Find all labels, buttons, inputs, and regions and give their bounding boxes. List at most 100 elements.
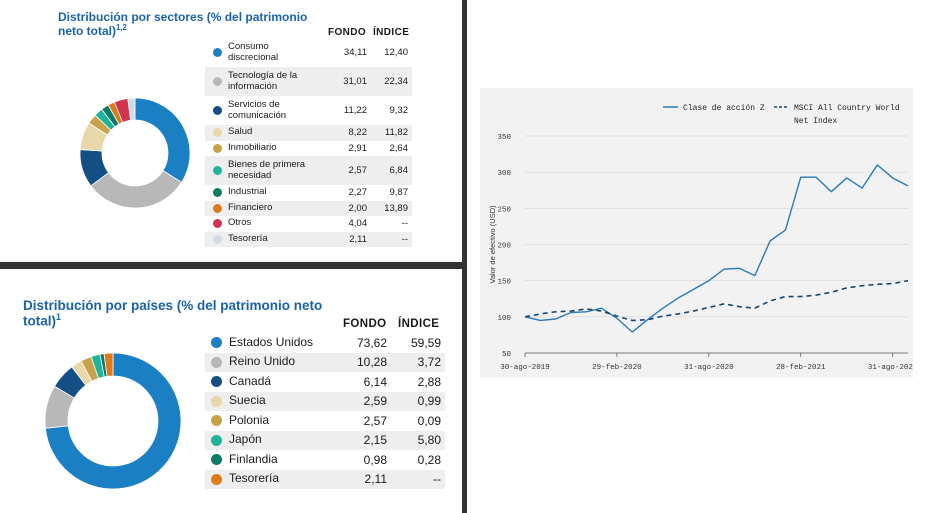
country-label-line: Estados Unidos	[229, 334, 314, 349]
series-line-clase-de-accion-z	[524, 164, 909, 333]
sector-label-line: necesidad	[228, 169, 272, 181]
sector-indice-value: 13,89	[384, 202, 408, 214]
sectors-title-line1: Distribución por sectores (% del patrimo…	[58, 10, 308, 24]
sector-label-line: Financiero	[228, 201, 273, 213]
country-label-line: Canadá	[229, 373, 272, 388]
sector-label-line: Otros	[228, 217, 252, 229]
sector-label: Industrial	[228, 186, 333, 198]
sector-donut-chart	[79, 97, 191, 209]
sector-legend-swatch	[213, 219, 222, 229]
sector-slice-tecnologia-de-la-informacion	[90, 170, 183, 209]
country-label: Japón	[229, 433, 262, 447]
sectors-title-footnote: 1,2	[116, 22, 127, 32]
country-label-line: Tesorería	[229, 471, 280, 486]
country-indice-value: 2,88	[417, 374, 441, 389]
sector-label-line: Bienes de primera	[228, 158, 306, 170]
country-label: Tesorería	[229, 472, 279, 486]
sector-indice-value: 6,84	[389, 165, 409, 176]
countries-title-footnote: 1	[56, 312, 61, 323]
country-fondo-value: 73,62	[356, 335, 387, 350]
sector-label-line: comunicación	[228, 109, 287, 121]
sector-label-line: información	[228, 80, 278, 92]
country-legend-swatch	[211, 356, 222, 368]
sector-row-tesoreria: Tesorería 2,11 --	[205, 231, 412, 247]
sector-legend-swatch	[213, 77, 222, 86]
sector-label-line: discrecional	[228, 51, 279, 63]
sector-fondo-value: 2,91	[348, 142, 368, 154]
country-fondo-value: 0,98	[363, 452, 387, 467]
sector-row-financiero: Financiero 2,00 13,89	[205, 200, 412, 216]
sector-fondo-value: 2,27	[348, 187, 368, 199]
country-slice-tesoreria	[103, 352, 114, 377]
y-tick-label: 250	[497, 206, 511, 214]
sector-legend-swatch	[213, 48, 222, 57]
countries-title-line2: total)	[23, 313, 56, 329]
country-label: Suecia	[229, 394, 266, 408]
country-legend-swatch	[211, 395, 222, 407]
legend-label: Clase de acción Z	[683, 104, 765, 113]
sector-label: Financiero	[228, 201, 333, 214]
country-row-canada: Canadá 6,14 2,88	[205, 372, 445, 392]
line-chart-panel: 50 100 150 200 250 300 350 30-ago-2019 29-feb-20…	[480, 88, 913, 378]
sector-label: Bienes de primera necesidad	[228, 158, 333, 182]
country-row-japon: Japón 2,15 5,80	[205, 430, 445, 450]
horizontal-divider	[0, 262, 462, 269]
country-fondo-value: 2,57	[363, 413, 387, 428]
country-legend-swatch	[211, 454, 222, 466]
y-tick-label: 100	[497, 315, 511, 323]
sector-fondo-value: 11,22	[343, 105, 367, 116]
sector-label: Tecnología de la información	[228, 69, 333, 93]
y-tick-label: 350	[497, 134, 511, 142]
sector-indice-value: 11,82	[384, 127, 408, 139]
country-label-line: Polonia	[229, 412, 270, 427]
y-tick-label: 150	[497, 279, 511, 287]
country-legend-swatch	[211, 337, 222, 349]
country-row-tesoreria: Tesorería 2,11 --	[205, 469, 445, 489]
sector-slice-consumo-discrecional	[134, 97, 191, 183]
country-row-reino-unido: Reino Unido 10,28 3,72	[205, 352, 445, 372]
sector-row-tecnologia-de-la-informacion: Tecnología de la información 31,01 22,34	[205, 67, 412, 96]
country-label-line: Japón	[229, 432, 262, 447]
sectors-col-indice: ÍNDICE	[373, 27, 410, 38]
sector-legend-swatch	[213, 143, 222, 153]
legend-label: MSCI All Country World	[794, 104, 900, 113]
sector-row-otros: Otros 4,04 --	[205, 216, 412, 232]
series-line-msci-all-country-world-net-index	[524, 279, 909, 322]
country-indice-value: 3,72	[417, 355, 441, 370]
country-legend-swatch	[211, 376, 222, 388]
legend-label: Net Index	[794, 117, 837, 126]
sector-legend-swatch	[213, 203, 222, 213]
country-label: Canadá	[229, 373, 272, 389]
country-indice-value: 0,28	[417, 452, 441, 467]
sector-label: Servicios de comunicación	[228, 98, 333, 122]
country-label: Polonia	[229, 412, 270, 428]
sectors-title: Distribución por sectores (% del patrimo…	[58, 11, 318, 37]
country-slice-estados-unidos	[44, 352, 182, 490]
countries-col-fondo: FONDO	[343, 318, 387, 330]
sector-label-line: Inmobiliario	[228, 141, 277, 153]
sector-legend-swatch	[213, 128, 222, 138]
sector-label-line: Servicios de	[228, 98, 280, 110]
sector-label-line: Tecnología de la	[228, 69, 298, 81]
sector-indice-value: 2,64	[389, 142, 409, 154]
countries-title: Distribución por países (% del patrimoni…	[23, 298, 343, 329]
country-legend-swatch	[211, 473, 222, 485]
sector-legend-swatch	[213, 106, 222, 115]
sector-row-salud: Salud 8,22 11,82	[205, 125, 412, 141]
country-fondo-value: 2,59	[363, 394, 387, 409]
sector-label-line: Consumo	[228, 40, 269, 52]
sector-row-servicios-de-comunicacion: Servicios de comunicación 11,22 9,32	[205, 96, 412, 125]
sector-fondo-value: 34,11	[343, 47, 367, 58]
sector-fondo-value: 2,00	[348, 202, 368, 214]
y-tick-label: 300	[497, 170, 511, 178]
country-indice-value: 0,99	[417, 394, 441, 409]
sector-label: Tesorería	[228, 233, 333, 245]
sector-label: Otros	[228, 217, 333, 229]
country-legend-swatch	[211, 434, 222, 446]
sector-indice-value: 9,87	[389, 187, 409, 199]
y-axis-label: Valor de efectivo (USD)	[488, 205, 497, 284]
country-indice-value: 59,59	[410, 335, 441, 350]
country-label-line: Reino Unido	[229, 354, 296, 369]
sector-fondo-value: 8,22	[348, 127, 368, 139]
x-tick-label: 30-ago-2019	[500, 364, 550, 372]
